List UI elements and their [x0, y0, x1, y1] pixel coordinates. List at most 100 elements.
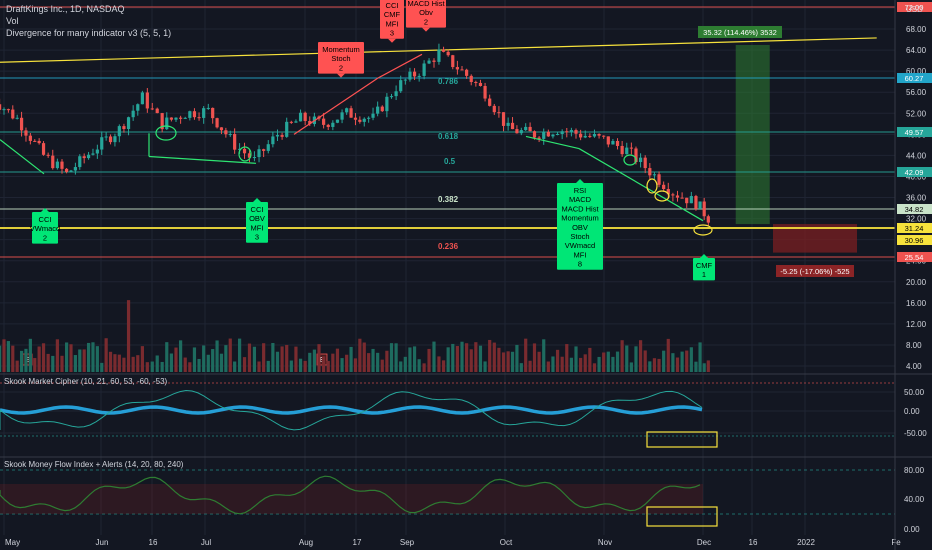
volume-bar: [537, 351, 541, 372]
volume-bar: [233, 361, 237, 372]
candle-body: [2, 109, 6, 111]
highlight-ellipse: [654, 190, 670, 202]
annotation-text: Momentum: [322, 45, 360, 54]
y-tick-label: 20.00: [906, 278, 927, 287]
annotation-text: Momentum: [561, 214, 599, 223]
annotation-box: [246, 202, 268, 243]
volume-bar: [51, 355, 55, 372]
volume-bar: [389, 343, 394, 372]
fib-level-label: 0.618: [438, 132, 459, 141]
volume-bar: [376, 352, 380, 372]
candle-body: [108, 136, 113, 143]
market-cipher-pane[interactable]: [0, 382, 895, 448]
volume-bar: [488, 339, 492, 372]
annotation-text: Obv: [419, 8, 433, 17]
annotation-text: CCI: [251, 205, 264, 214]
candle-body: [652, 174, 657, 176]
volume-bar: [528, 360, 532, 372]
x-tick-label: Nov: [598, 538, 612, 547]
candle-body: [465, 69, 469, 76]
volume-bar: [611, 356, 615, 372]
money-flow-pane[interactable]: [0, 469, 895, 527]
annotation-text: CCI: [386, 1, 399, 10]
volume-bar: [592, 363, 597, 372]
volume-bar: [574, 346, 578, 372]
candle-body: [671, 194, 675, 196]
candle-body: [528, 126, 532, 132]
volume-bar: [140, 346, 144, 372]
annotation-text: VWmacd: [565, 241, 595, 250]
candle-body: [515, 129, 519, 134]
annotation-box: [406, 0, 446, 28]
candle-body: [362, 118, 366, 122]
volume-bar: [583, 354, 587, 372]
volume-bar: [136, 355, 140, 372]
volume-bar: [82, 349, 86, 372]
candle-body: [662, 184, 666, 190]
candle-body: [437, 49, 441, 62]
candle-body: [219, 127, 224, 131]
volume-bar: [625, 345, 629, 372]
candle-body: [478, 82, 483, 86]
candle-body: [60, 161, 64, 169]
annotation-text: MFI: [574, 250, 587, 259]
x-tick-label: Aug: [299, 538, 313, 547]
volume-bar: [113, 354, 117, 372]
volume-bar: [37, 346, 41, 372]
price-tag: 25.54: [897, 252, 932, 262]
volume-bar: [483, 361, 487, 372]
candle-body: [28, 135, 32, 141]
candle-body: [358, 119, 362, 122]
y-tick-label: 12.00: [906, 320, 927, 329]
annotation-text: VWmacd: [30, 224, 60, 233]
volume-bar: [188, 362, 192, 372]
fib-level-label: 0.236: [438, 242, 459, 251]
volume-bar: [86, 342, 91, 372]
volume-bar: [469, 349, 473, 372]
volume-bar: [242, 357, 247, 372]
annotation-text: 3: [390, 29, 394, 38]
price-tag-box: [897, 167, 932, 177]
highlight-ellipse: [238, 146, 252, 162]
main-pane[interactable]: 0.7860.6180.50.3820.236CCIVWmacd2CCIOBVM…: [0, 0, 895, 366]
candle-body: [427, 60, 431, 64]
volume-bar: [671, 353, 675, 372]
volume-bar: [478, 345, 483, 372]
volume-bar: [78, 349, 82, 372]
candle-body: [353, 117, 358, 120]
price-tag-box: [897, 127, 932, 137]
volume-bar: [441, 360, 446, 372]
volume-bar: [560, 356, 564, 372]
candle-body: [150, 108, 154, 110]
candle-body: [706, 216, 710, 223]
volume-bar: [417, 359, 421, 372]
volume-bar: [247, 343, 252, 372]
annotation-text: OBV: [249, 214, 265, 223]
annotation-pointer: [41, 208, 49, 212]
fib-level-label: 0.382: [438, 195, 459, 204]
volume-bar: [6, 341, 10, 372]
y-tick-label: 4.00: [906, 362, 922, 371]
volume-bar: [437, 356, 441, 372]
candle-body: [126, 117, 131, 129]
volume-bar: [606, 351, 610, 372]
loss-label-text: -5.25 (-17.06%) -525: [780, 267, 849, 276]
candle-body: [451, 55, 455, 68]
pane1-y-tick: -50.00: [904, 429, 927, 438]
candle-body: [65, 168, 69, 172]
volume-bar: [565, 344, 569, 372]
volume-bar: [706, 360, 710, 372]
candle-body: [78, 156, 82, 168]
candle-body: [331, 122, 335, 127]
volume-bar: [165, 342, 169, 372]
x-tick-label: Sep: [400, 538, 415, 547]
